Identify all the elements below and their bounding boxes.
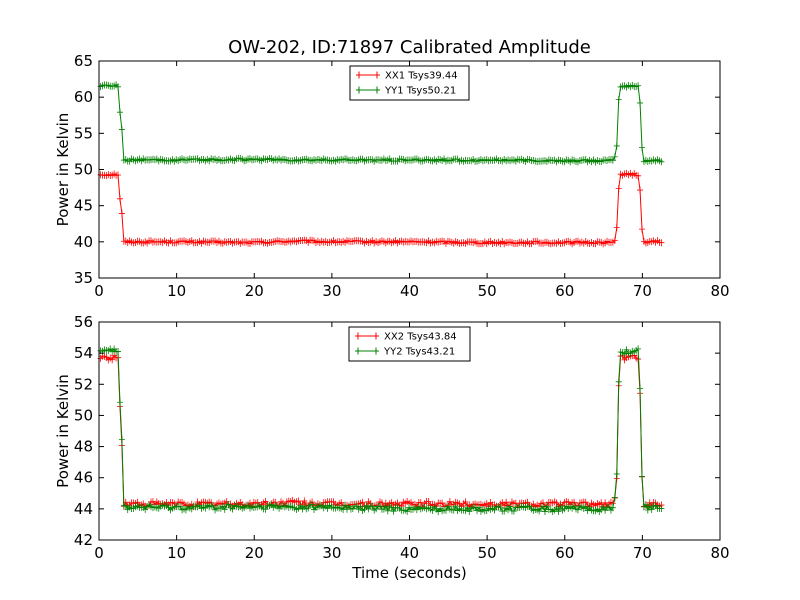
- x-tick-label: 20: [245, 544, 264, 562]
- legend: XX2 Tsys43.84 YY2 Tsys43.21: [348, 326, 471, 362]
- y-tick-label: 46: [74, 469, 93, 487]
- legend-entry: XX2 Tsys43.84: [355, 332, 457, 343]
- x-tick-label: 10: [167, 544, 186, 562]
- y-tick-label: 45: [74, 197, 93, 215]
- y-tick-label: 50: [74, 161, 93, 179]
- legend-box: [349, 65, 470, 101]
- y-tick-label: 48: [74, 438, 93, 456]
- y-tick-label: 42: [74, 531, 93, 549]
- legend-marker: [358, 71, 378, 79]
- y-tick-label: 35: [74, 269, 93, 287]
- legend: XX1 Tsys39.44 YY1 Tsys50.21: [349, 65, 470, 101]
- x-tick-label: 20: [245, 282, 264, 300]
- x-tick-label: 60: [555, 544, 574, 562]
- y-tick-label: 55: [74, 124, 93, 142]
- x-tick-label: 60: [555, 282, 574, 300]
- series-xx1: [97, 169, 665, 248]
- chart-title: OW-202, ID:71897 Calibrated Amplitude: [228, 37, 591, 58]
- x-tick-label: 50: [478, 544, 497, 562]
- y-tick-label: 65: [74, 52, 93, 70]
- chart-panel-bottom: 0 10 20 30 40 50 60 70 80 42 44 46 48 50 52 54 56 Power i…: [54, 313, 730, 582]
- x-tick-label: 80: [710, 282, 729, 300]
- y-tick-label: 54: [74, 344, 93, 362]
- y-tick-label: 56: [74, 313, 93, 331]
- series-markers: [97, 345, 665, 516]
- legend-marker: [357, 332, 377, 340]
- x-axis-label: Time (seconds): [351, 564, 467, 582]
- legend-label: YY2 Tsys43.21: [383, 347, 455, 358]
- legend-label: XX2 Tsys43.84: [384, 332, 457, 343]
- legend-entry: YY1 Tsys50.21: [356, 86, 456, 97]
- legend-label: YY1 Tsys50.21: [384, 86, 456, 97]
- x-tick-label: 30: [322, 282, 341, 300]
- y-axis-label: Power in Kelvin: [54, 113, 72, 227]
- x-tick-label: 0: [94, 282, 104, 300]
- x-tick-label: 10: [167, 282, 186, 300]
- series-yy1: [97, 81, 665, 166]
- x-tick-label: 70: [633, 282, 652, 300]
- series-yy2: [97, 345, 665, 516]
- series-markers: [97, 169, 665, 248]
- x-tick-label: 30: [322, 544, 341, 562]
- x-tick-label: 0: [94, 544, 104, 562]
- legend-box: [348, 326, 471, 362]
- legend-label: XX1 Tsys39.44: [385, 71, 458, 82]
- series-markers: [97, 81, 665, 166]
- y-axis-label: Power in Kelvin: [54, 374, 72, 488]
- x-tick-label: 40: [400, 544, 419, 562]
- x-tick-label: 50: [478, 282, 497, 300]
- x-tick-label: 80: [710, 544, 729, 562]
- legend-entry: YY2 Tsys43.21: [355, 347, 455, 358]
- legend-marker: [358, 86, 378, 94]
- chart-panel-top: 0 10 20 30 40 50 60 70 80 35 40 45 50 55 60 65 Power in …: [54, 37, 730, 300]
- y-tick-label: 52: [74, 375, 93, 393]
- y-tick-label: 50: [74, 406, 93, 424]
- y-tick-label: 40: [74, 233, 93, 251]
- y-tick-label: 44: [74, 500, 93, 518]
- x-tick-label: 70: [633, 544, 652, 562]
- legend-entry: XX1 Tsys39.44: [356, 71, 458, 82]
- y-tick-label: 60: [74, 88, 93, 106]
- x-tick-label: 40: [400, 282, 419, 300]
- legend-marker: [357, 347, 377, 355]
